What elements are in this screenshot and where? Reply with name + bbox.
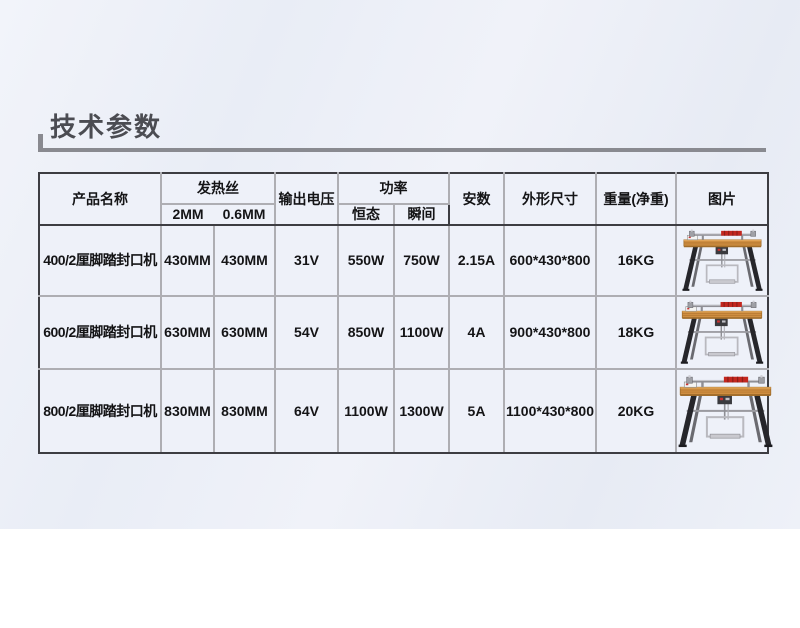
cell-voltage: 64V — [275, 369, 339, 454]
header-amperage: 安数 — [449, 173, 505, 226]
cell-dimensions: 900*430*800 — [504, 296, 597, 370]
header-wire-06mm: 0.6MM — [222, 206, 266, 223]
spec-table: 产品名称 发热丝 输出电压 功率 安数 外形尺寸 重量(净重) 图片 2MM 0… — [38, 172, 769, 454]
header-output-voltage: 输出电压 — [275, 173, 339, 226]
cell-picture — [676, 369, 768, 454]
cell-power-constant: 1100W — [338, 369, 395, 454]
cell-power-constant: 850W — [338, 296, 395, 370]
cell-wire-2mm: 630MM — [161, 296, 215, 370]
cell-weight: 18KG — [596, 296, 677, 370]
cell-power-instant: 750W — [394, 225, 450, 297]
cell-dimensions: 600*430*800 — [504, 225, 597, 297]
table-row: 600/2厘脚踏封口机 630MM 630MM 54V 850W 1100W 4… — [39, 296, 769, 370]
cell-amperage: 2.15A — [449, 225, 505, 297]
sealing-machine-image — [681, 226, 764, 295]
header-power-instant: 瞬间 — [394, 204, 450, 226]
header-power: 功率 — [338, 173, 450, 205]
cell-amperage: 4A — [449, 296, 505, 370]
cell-power-instant: 1100W — [394, 296, 450, 370]
cell-voltage: 54V — [275, 296, 339, 370]
header-wire-2mm: 2MM — [172, 206, 204, 223]
cell-voltage: 31V — [275, 225, 339, 297]
cell-wire-2mm: 830MM — [161, 369, 215, 454]
table-row: 800/2厘脚踏封口机 830MM 830MM 64V 1100W 1300W … — [39, 369, 768, 454]
sealing-machine-image — [677, 371, 774, 452]
cell-power-instant: 1300W — [394, 369, 450, 454]
header-dimensions: 外形尺寸 — [504, 173, 597, 226]
table-row: 400/2厘脚踏封口机 430MM 430MM 31V 550W 750W 2.… — [39, 225, 769, 297]
cell-product-name: 800/2厘脚踏封口机 — [39, 369, 162, 454]
cell-picture — [676, 296, 769, 370]
cell-weight: 20KG — [596, 369, 677, 454]
cell-power-constant: 550W — [338, 225, 395, 297]
header-weight: 重量(净重) — [596, 173, 677, 226]
cell-dimensions: 1100*430*800 — [504, 369, 597, 454]
header-picture: 图片 — [676, 173, 769, 226]
header-product-name: 产品名称 — [39, 173, 162, 226]
header-heating-wire: 发热丝 — [161, 173, 276, 205]
sealing-machine-image — [679, 297, 765, 368]
cell-wire-06mm: 630MM — [214, 296, 276, 370]
cell-product-name: 400/2厘脚踏封口机 — [39, 225, 162, 297]
cell-weight: 16KG — [596, 225, 677, 297]
header-power-constant: 恒态 — [338, 204, 395, 226]
cell-wire-06mm: 830MM — [214, 369, 276, 454]
section-title: 技术参数 — [50, 112, 163, 142]
title-underline-rule — [38, 134, 766, 152]
cell-picture — [676, 225, 769, 297]
header-wire-sizes: 2MM 0.6MM — [161, 204, 276, 226]
cell-product-name: 600/2厘脚踏封口机 — [39, 296, 162, 370]
cell-wire-2mm: 430MM — [161, 225, 215, 297]
cell-wire-06mm: 430MM — [214, 225, 276, 297]
cell-amperage: 5A — [449, 369, 505, 454]
